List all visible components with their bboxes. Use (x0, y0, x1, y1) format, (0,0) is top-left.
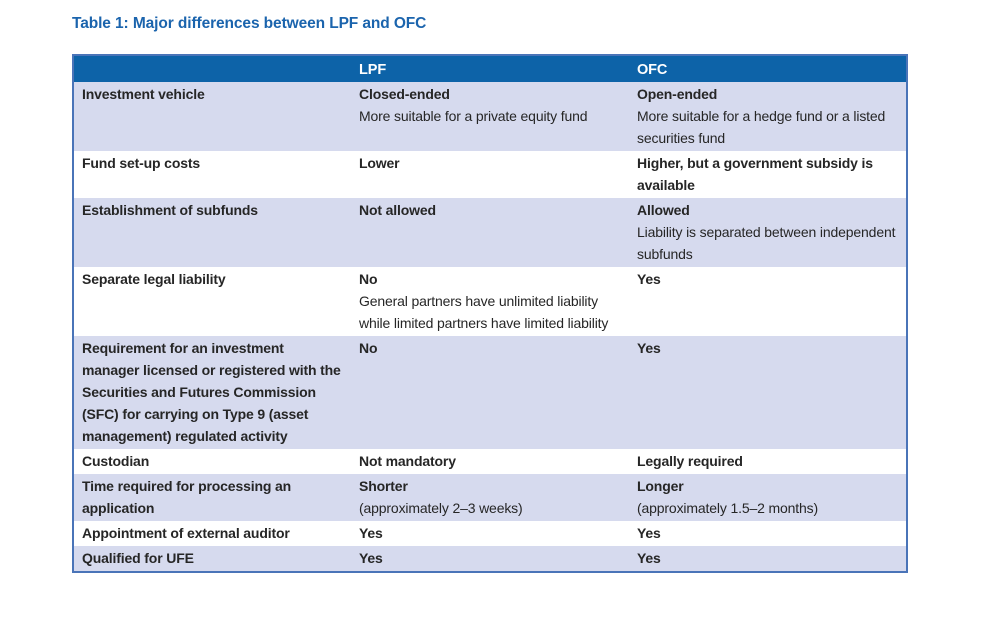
cell-line: No (359, 340, 378, 356)
ofc-cell: Open-ended More suitable for a hedge fund… (629, 82, 907, 151)
table-header-row: LPF OFC (73, 55, 907, 82)
table-row: Appointment of external auditor Yes Yes (73, 521, 907, 546)
ofc-cell: Longer (approximately 1.5–2 months) (629, 474, 907, 521)
cell-line: (approximately 2–3 weeks) (359, 500, 523, 516)
lpf-cell: No (351, 336, 629, 449)
ofc-cell: Allowed Liability is separated between in… (629, 198, 907, 267)
cell-line: More suitable for a private equity fund (359, 108, 588, 124)
lpf-cell: Not allowed (351, 198, 629, 267)
lpf-cell: Yes (351, 521, 629, 546)
cell-line: More suitable for a hedge fund or a list… (637, 108, 886, 146)
lpf-cell: Shorter (approximately 2–3 weeks) (351, 474, 629, 521)
table-row: Requirement for an investment manager li… (73, 336, 907, 449)
ofc-cell: Yes (629, 336, 907, 449)
row-label: Separate legal liability (82, 271, 226, 287)
cell-line: Not mandatory (359, 453, 456, 469)
cell-line: General partners have unlimited liabilit… (359, 293, 609, 331)
cell-line: Not allowed (359, 202, 436, 218)
table-row: Qualified for UFE Yes Yes (73, 546, 907, 572)
cell-line: Yes (637, 340, 661, 356)
table-row: Custodian Not mandatory Legally required (73, 449, 907, 474)
ofc-cell: Yes (629, 521, 907, 546)
cell-line: Legally required (637, 453, 743, 469)
cell-line: Yes (637, 271, 661, 287)
cell-line: No (359, 271, 378, 287)
table-row: Investment vehicle Closed-ended More suita… (73, 82, 907, 151)
row-label: Requirement for an investment manager li… (82, 340, 341, 444)
cell-line: Yes (359, 550, 383, 566)
row-label: Establishment of subfunds (82, 202, 258, 218)
lpf-cell: Not mandatory (351, 449, 629, 474)
row-label: Fund set-up costs (82, 155, 201, 171)
cell-line: Yes (359, 525, 383, 541)
cell-line: Open-ended (637, 86, 718, 102)
ofc-cell: Legally required (629, 449, 907, 474)
lpf-cell: Lower (351, 151, 629, 198)
lpf-cell: Yes (351, 546, 629, 572)
lpf-cell: Closed-ended More suitable for a private … (351, 82, 629, 151)
table-row: Fund set-up costs Lower Higher, but a gove… (73, 151, 907, 198)
cell-line: Yes (637, 550, 661, 566)
row-label: Time required for processing an applicat… (82, 478, 292, 516)
cell-line: Shorter (359, 478, 408, 494)
row-label: Investment vehicle (82, 86, 205, 102)
lpf-cell: No General partners have unlimited liabil… (351, 267, 629, 336)
cell-line: Liability is separated between independe… (637, 224, 896, 262)
cell-line: Lower (359, 155, 400, 171)
ofc-cell: Higher, but a government subsidy is avai… (629, 151, 907, 198)
table-caption: Table 1: Major differences between LPF a… (72, 15, 427, 32)
table-row: Time required for processing an applicat… (73, 474, 907, 521)
cell-line: Higher, but a government subsidy is avai… (637, 155, 873, 193)
column-header-lpf: LPF (351, 55, 629, 82)
ofc-cell: Yes (629, 267, 907, 336)
cell-line: Longer (637, 478, 684, 494)
row-label: Qualified for UFE (82, 550, 194, 566)
cell-line: Closed-ended (359, 86, 450, 102)
table-row: Establishment of subfunds Not allowed Allo… (73, 198, 907, 267)
cell-line: Yes (637, 525, 661, 541)
ofc-cell: Yes (629, 546, 907, 572)
column-header-attribute (73, 55, 351, 82)
column-header-ofc: OFC (629, 55, 907, 82)
table-body: Investment vehicle Closed-ended More suita… (73, 82, 907, 572)
table-row: Separate legal liability No General partne… (73, 267, 907, 336)
row-label: Appointment of external auditor (82, 525, 290, 541)
comparison-table: LPF OFC Investment vehicle Closed-ended Mo… (72, 54, 908, 573)
cell-line: (approximately 1.5–2 months) (637, 500, 818, 516)
row-label: Custodian (82, 453, 150, 469)
cell-line: Allowed (637, 202, 690, 218)
